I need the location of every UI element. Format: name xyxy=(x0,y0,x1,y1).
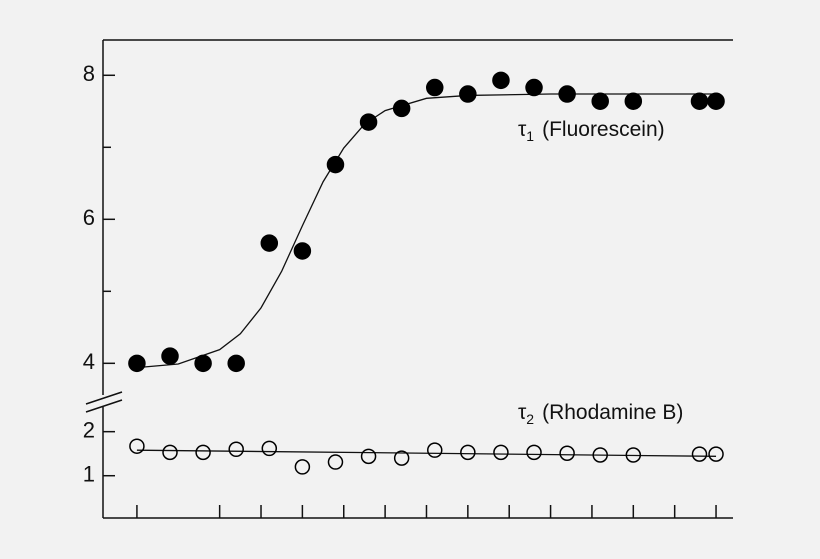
filled-point xyxy=(293,242,312,260)
filled-point xyxy=(426,78,444,97)
open-point xyxy=(460,444,476,461)
open-point xyxy=(559,445,575,461)
open-point xyxy=(162,444,178,461)
filled-point xyxy=(492,71,510,90)
y2-tick-label: 1 xyxy=(83,462,95,487)
open-point xyxy=(592,447,608,463)
open-point xyxy=(261,440,278,457)
filled-point xyxy=(161,347,179,365)
open-point xyxy=(526,444,542,461)
annotation-text: (Fluorescein) xyxy=(542,118,665,141)
axis-break xyxy=(85,391,123,405)
filled-point xyxy=(591,92,609,110)
annotation: τ2 (Rhodamine B) xyxy=(518,401,683,427)
open-point xyxy=(427,442,443,458)
open-point xyxy=(294,459,311,475)
filled-point xyxy=(525,78,543,97)
open-point xyxy=(228,441,244,458)
annotation-subscript: 1 xyxy=(526,128,534,144)
filled-point xyxy=(392,99,411,118)
axis-break xyxy=(85,399,123,413)
open-point xyxy=(129,438,145,454)
open-point xyxy=(327,454,344,470)
filled-point xyxy=(326,155,345,174)
open-point xyxy=(393,450,410,466)
filled-point xyxy=(194,354,212,373)
y-tick-label: 8 xyxy=(83,61,95,86)
y2-tick-label: 2 xyxy=(83,417,95,442)
y-tick-label: 4 xyxy=(83,349,95,374)
annotation-symbol: τ xyxy=(518,401,527,424)
filled-point xyxy=(128,354,146,373)
filled-point xyxy=(459,85,477,103)
open-point xyxy=(708,446,724,462)
filled-point xyxy=(359,113,378,131)
open-point xyxy=(625,447,642,463)
annotation-symbol: τ xyxy=(518,118,527,141)
filled-point xyxy=(624,92,643,110)
open-point xyxy=(195,444,211,461)
fit-line xyxy=(136,449,717,457)
filled-point xyxy=(690,92,709,110)
annotation-subscript: 2 xyxy=(526,411,534,427)
annotation-text: (Rhodamine B) xyxy=(542,401,683,424)
filled-point xyxy=(227,354,245,373)
filled-point xyxy=(260,234,279,252)
open-point xyxy=(493,444,509,461)
annotation: τ1 (Fluorescein) xyxy=(518,118,665,144)
filled-point xyxy=(558,85,576,103)
y-tick-label: 6 xyxy=(83,205,95,230)
filled-point xyxy=(707,92,725,110)
open-point xyxy=(691,446,708,462)
open-point xyxy=(360,448,377,465)
